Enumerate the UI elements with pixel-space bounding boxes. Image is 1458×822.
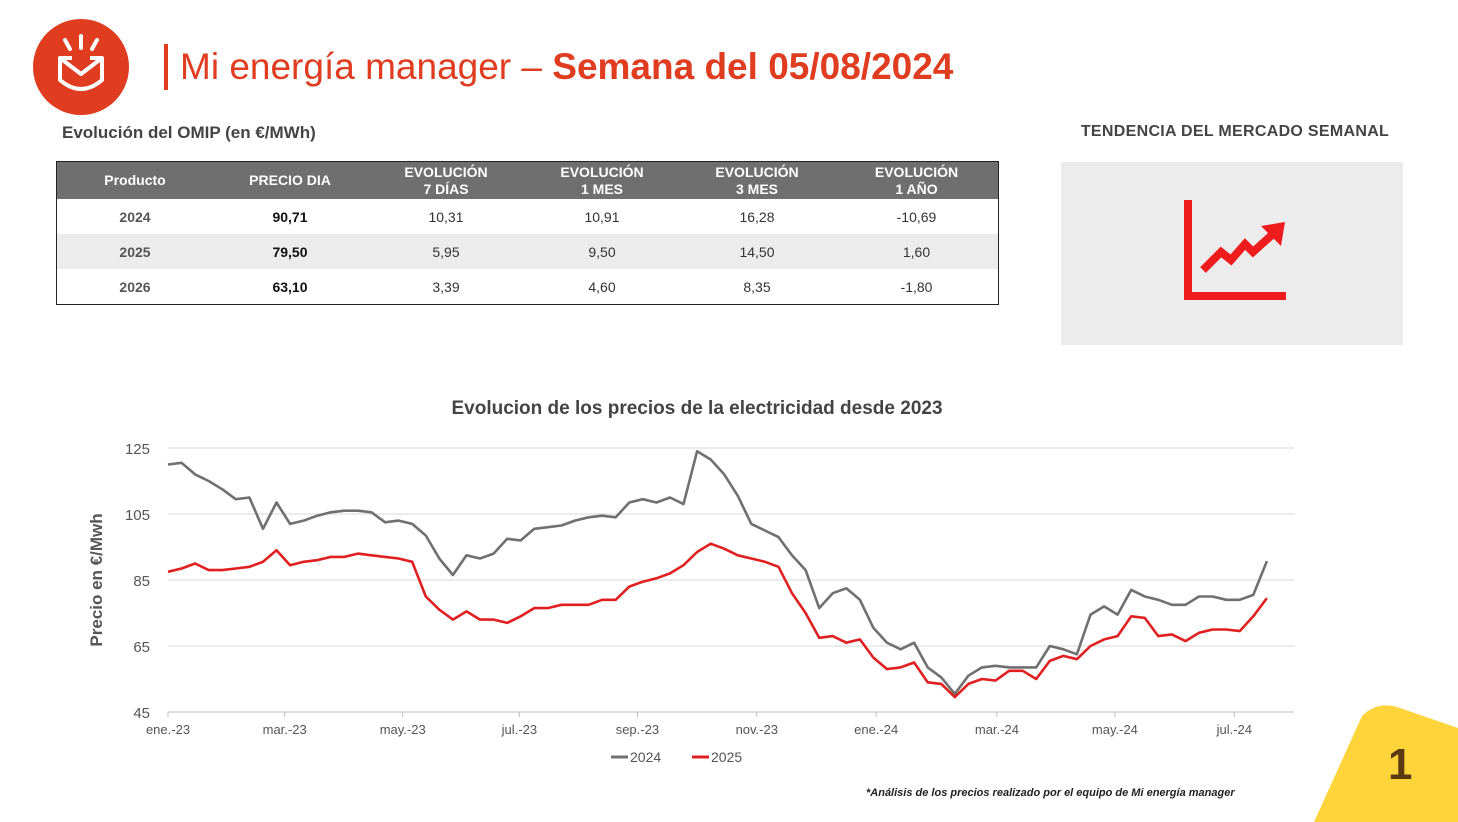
y-tick-label: 105	[125, 507, 150, 524]
col-header-producto: Producto	[56, 161, 213, 199]
y-tick-label: 45	[133, 705, 150, 722]
cell-precio: 90,71	[272, 208, 308, 225]
cell-evol-3m: 8,35	[743, 278, 771, 295]
trend-section-label: TENDENCIA DEL MERCADO SEMANAL	[1080, 123, 1390, 140]
cell-precio: 79,50	[213, 234, 367, 269]
cell-producto: 2024	[119, 208, 151, 225]
table-row: 2026 63,10 3,39 4,60 8,35 -1,80	[57, 269, 999, 305]
y-tick-label: 85	[133, 573, 150, 590]
chart-title: Evolucion de los precios de la electrici…	[451, 398, 942, 419]
series-line-2025	[167, 542, 1268, 699]
cell-evol-1m: 10,91	[584, 208, 620, 225]
x-tick-label: sep.-23	[616, 722, 659, 737]
price-line-chart: Evolucion de los precios de la electrici…	[87, 398, 1294, 765]
cell-evol-1m: 9,50	[525, 234, 679, 269]
table-row: 2025 79,50 5,95 9,50 14,50 1,60	[56, 234, 999, 269]
x-tick-label: jul.-24	[1216, 722, 1252, 737]
page-corner-decoration	[1314, 705, 1458, 822]
analysis-footnote: *Análisis de los precios realizado por e…	[866, 787, 1235, 799]
table-row: 2024 90,71 10,31 10,91 16,28 -10,69	[57, 199, 999, 234]
series-line-2024	[167, 450, 1269, 696]
col-header-evol-1m: EVOLUCIÓN 1 MES	[525, 161, 679, 199]
cell-precio: 63,10	[272, 278, 308, 295]
cell-evol-3m: 16,28	[739, 208, 775, 225]
cell-producto: 2026	[119, 278, 151, 295]
omip-section-label: Evolución del OMIP (en €/MWh)	[62, 123, 316, 142]
cell-evol-1y: 1,60	[835, 234, 999, 269]
x-tick-label: mar.-23	[263, 722, 307, 737]
col-header-precio-dia: PRECIO DIA	[213, 161, 367, 199]
y-tick-label: 125	[125, 441, 150, 458]
chart-grid	[168, 447, 1294, 713]
cell-producto: 2025	[56, 234, 213, 269]
cell-evol-7d: 3,39	[432, 278, 460, 295]
chart-legend: 2024 2025	[611, 749, 742, 765]
cell-evol-7d: 5,95	[367, 234, 525, 269]
x-tick-label: jul.-23	[501, 722, 537, 737]
col-header-evol-1y: EVOLUCIÓN 1 AÑO	[835, 161, 999, 199]
y-axis-label: Precio en €/Mwh	[87, 513, 106, 646]
x-axis-ticks: ene.-23 mar.-23 may.-23 jul.-23 sep.-23 nov.-…	[146, 712, 1252, 737]
cell-evol-3m: 14,50	[679, 234, 835, 269]
x-tick-label: may.-23	[380, 722, 426, 737]
x-tick-label: mar.-24	[975, 722, 1019, 737]
brand-logo-icon	[33, 19, 129, 115]
cell-evol-1y: -10,69	[896, 208, 937, 225]
trending-up-chart-icon	[1184, 200, 1286, 300]
title-dash: –	[521, 46, 542, 87]
x-tick-label: may.-24	[1092, 722, 1138, 737]
title-week: Semana del 05/08/2024	[552, 46, 954, 87]
y-axis-ticks: 45 65 85 105 125	[125, 441, 150, 722]
x-tick-label: nov.-23	[736, 722, 778, 737]
title-brand: Mi energía manager	[180, 46, 512, 87]
cell-evol-1m: 4,60	[588, 278, 616, 295]
page-title: Mi energía manager – Semana del 05/08/20…	[180, 42, 953, 92]
page-number: 1	[1388, 740, 1413, 789]
legend-label-2024: 2024	[630, 749, 661, 765]
title-accent-bar	[164, 44, 168, 90]
x-tick-label: ene.-24	[854, 722, 898, 737]
y-tick-label: 65	[133, 639, 150, 656]
omip-header-row: Producto PRECIO DIA EVOLUCIÓN 7 DÍAS EVOL…	[56, 161, 999, 199]
x-tick-label: ene.-23	[146, 722, 190, 737]
col-header-evol-7d: EVOLUCIÓN 7 DÍAS	[367, 161, 525, 199]
chart-series	[167, 450, 1269, 699]
omip-table: Producto PRECIO DIA EVOLUCIÓN 7 DÍAS EVOL…	[56, 161, 999, 305]
cell-evol-7d: 10,31	[428, 208, 464, 225]
legend-label-2025: 2025	[711, 749, 742, 765]
cell-evol-1y: -1,80	[900, 278, 933, 295]
col-header-evol-3m: EVOLUCIÓN 3 MES	[679, 161, 835, 199]
